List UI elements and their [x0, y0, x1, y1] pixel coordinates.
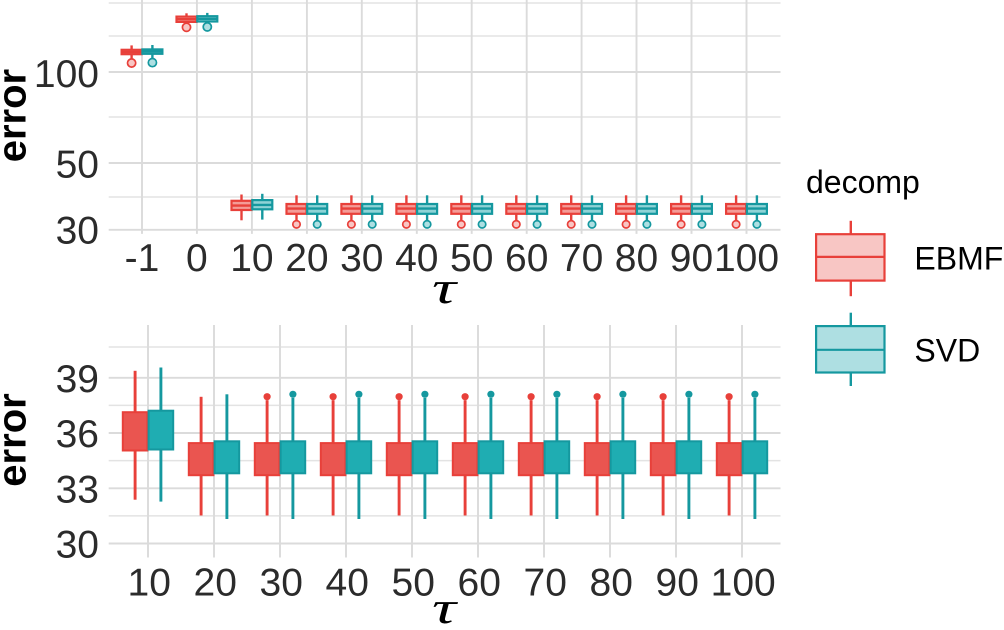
svg-text:decomp: decomp	[806, 164, 920, 200]
svg-text:40: 40	[326, 561, 369, 604]
svg-text:10: 10	[128, 561, 171, 604]
svg-text:20: 20	[194, 561, 237, 604]
svg-text:0: 0	[186, 237, 208, 280]
svg-text:33: 33	[56, 468, 99, 511]
svg-text:error: error	[0, 69, 35, 162]
svg-text:τ: τ	[432, 583, 459, 630]
svg-text:20: 20	[285, 237, 328, 280]
svg-text:50: 50	[56, 144, 99, 187]
svg-text:30: 30	[56, 524, 99, 567]
svg-text:30: 30	[340, 237, 383, 280]
svg-text:36: 36	[56, 413, 99, 456]
svg-text:50: 50	[450, 237, 493, 280]
svg-text:39: 39	[56, 358, 99, 401]
svg-text:τ: τ	[432, 263, 459, 314]
svg-text:60: 60	[458, 561, 501, 604]
svg-text:EBMF: EBMF	[914, 240, 1003, 276]
svg-text:70: 70	[524, 561, 567, 604]
svg-text:80: 80	[615, 237, 658, 280]
svg-text:100: 100	[714, 237, 779, 280]
svg-text:-1: -1	[125, 237, 160, 280]
svg-text:60: 60	[505, 237, 548, 280]
svg-text:SVD: SVD	[914, 333, 980, 369]
svg-text:90: 90	[656, 561, 699, 604]
svg-text:40: 40	[395, 237, 438, 280]
svg-text:100: 100	[711, 561, 776, 604]
svg-text:50: 50	[392, 561, 435, 604]
svg-text:70: 70	[560, 237, 603, 280]
svg-text:100: 100	[34, 53, 99, 96]
svg-text:90: 90	[670, 237, 713, 280]
svg-text:error: error	[0, 393, 35, 486]
svg-text:80: 80	[590, 561, 633, 604]
svg-text:30: 30	[260, 561, 303, 604]
svg-text:30: 30	[56, 210, 99, 253]
svg-text:10: 10	[230, 237, 273, 280]
